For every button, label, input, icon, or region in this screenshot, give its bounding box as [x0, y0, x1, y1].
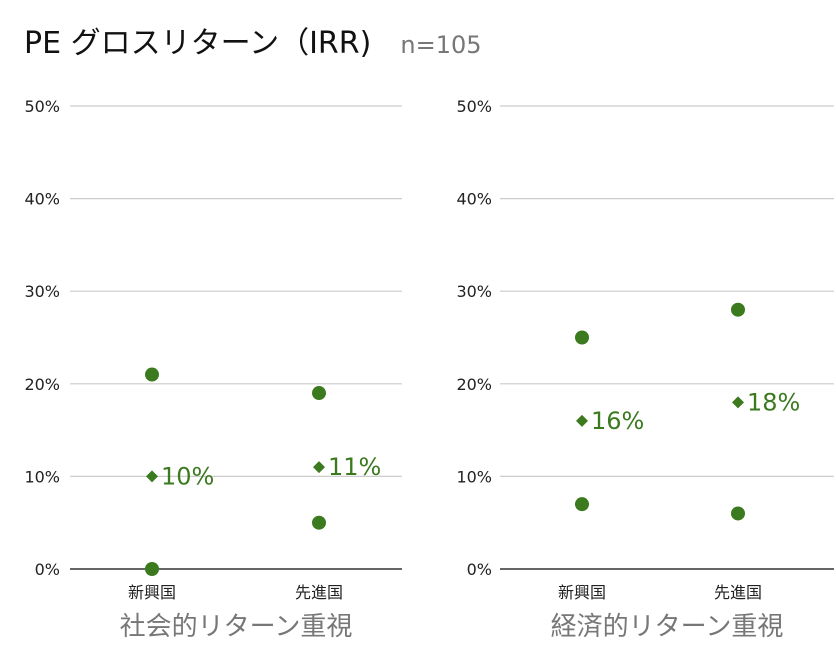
category-label: 先進国 [714, 583, 762, 602]
y-tick-label: 20% [24, 375, 60, 394]
median-marker [576, 414, 588, 427]
y-tick-label: 10% [456, 467, 492, 486]
x-axis-title: 経済的リターン重視 [551, 612, 784, 642]
data-point [575, 330, 589, 345]
y-tick-label: 30% [456, 282, 492, 301]
median-label: 11% [328, 453, 381, 481]
category-label: 先進国 [295, 583, 343, 602]
median-label: 16% [591, 407, 644, 435]
y-tick-label: 40% [456, 190, 492, 209]
chart-title: PE グロスリターン（IRR) [24, 26, 372, 61]
median-marker [146, 470, 158, 483]
data-point [731, 506, 745, 521]
x-axis-title: 社会的リターン重視 [120, 612, 353, 642]
median-marker [732, 396, 744, 409]
data-point [145, 367, 159, 382]
y-tick-label: 0% [35, 560, 60, 579]
data-point [575, 497, 589, 512]
data-point [312, 386, 326, 401]
y-tick-label: 10% [24, 467, 60, 486]
chart-subtitle: n=105 [400, 31, 482, 59]
y-tick-label: 50% [456, 97, 492, 116]
y-tick-label: 40% [24, 190, 60, 209]
median-label: 10% [161, 462, 214, 490]
y-tick-label: 20% [456, 375, 492, 394]
data-point [145, 562, 159, 576]
category-label: 新興国 [558, 583, 606, 602]
data-point [731, 302, 745, 317]
median-marker [313, 461, 325, 474]
y-tick-label: 0% [467, 560, 492, 579]
median-label: 18% [747, 388, 800, 416]
category-label: 新興国 [128, 583, 176, 602]
y-tick-label: 30% [24, 282, 60, 301]
chart-title-row: PE グロスリターン（IRR) n=105 [24, 18, 482, 62]
y-tick-label: 50% [24, 97, 60, 116]
data-point [312, 515, 326, 530]
